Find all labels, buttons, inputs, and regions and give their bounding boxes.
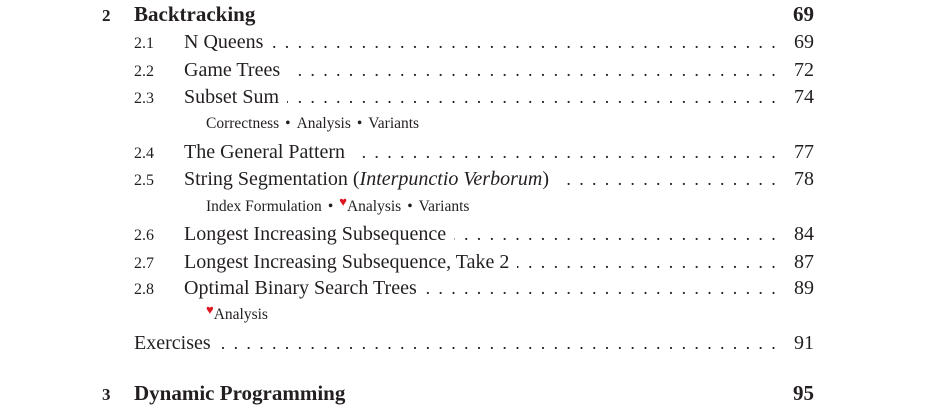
bullet-separator: • — [327, 198, 334, 215]
toc-entry-number: 3 — [102, 385, 111, 404]
toc-sub-row[interactable]: ♥Analysis — [206, 302, 814, 328]
dot-leader: ........................................… — [454, 224, 784, 244]
toc-page-number: 87 — [794, 251, 814, 273]
dot-leader: ........................................… — [271, 32, 784, 52]
heart-icon: ♥ — [206, 302, 214, 317]
toc-page-number: 72 — [794, 59, 814, 81]
toc-chapter-row[interactable]: 2 Backtracking 69 — [102, 1, 814, 27]
toc-subtopic-link[interactable]: Correctness — [206, 115, 280, 132]
toc-subtopics: Index Formulation • ♥Analysis • Variants — [206, 194, 469, 220]
toc-entry-title[interactable]: N Queens — [184, 31, 264, 53]
toc-entry-title[interactable]: Backtracking — [134, 2, 256, 26]
toc-section-row[interactable]: 2.4 The General Pattern..................… — [134, 139, 814, 165]
bullet-separator: • — [285, 115, 291, 132]
toc-subtopic-link[interactable]: Analysis — [346, 198, 402, 215]
dot-leader: ........................................… — [557, 169, 784, 189]
toc-page-number: 89 — [794, 277, 814, 299]
toc-subtopic-link[interactable]: Analysis — [213, 306, 268, 323]
dot-leader: ........................................… — [288, 60, 784, 80]
toc-subtopics: Correctness • Analysis • Variants — [206, 111, 419, 137]
toc-page-number: 91 — [794, 332, 814, 354]
toc-page-number: 95 — [793, 381, 814, 405]
toc-chapter-row[interactable]: 3 Dynamic Programming 95 — [102, 380, 814, 406]
bullet-separator: • — [407, 198, 413, 215]
toc-page-number: 69 — [793, 2, 814, 26]
heart-icon: ♥ — [339, 194, 347, 209]
toc-entry-number: 2 — [102, 6, 111, 25]
toc-entry-number: 2.7 — [134, 255, 154, 272]
toc-entry-title[interactable]: String Segmentation (Interpunctio Verbor… — [184, 168, 549, 190]
toc-section-row[interactable]: 2.5 String Segmentation (Interpunctio Ver… — [134, 166, 814, 192]
toc-entry-number: 2.4 — [134, 145, 154, 162]
toc-entry-title[interactable]: The General Pattern — [184, 141, 346, 163]
toc-exercises-row[interactable]: Exercises...............................… — [134, 330, 814, 356]
toc-page-number: 84 — [794, 223, 814, 245]
toc-entry-title[interactable]: Subset Sum — [184, 86, 280, 108]
toc-entry-title[interactable]: Longest Increasing Subsequence, Take 2 — [184, 251, 510, 273]
toc-entry-title-italic: Interpunctio Verborum — [359, 168, 543, 190]
toc-sub-row[interactable]: Index Formulation • ♥Analysis • Variants — [206, 194, 814, 220]
bullet-separator: • — [356, 115, 363, 132]
toc-subtopic-link[interactable]: Variants — [418, 198, 470, 215]
toc-page-number: 77 — [794, 141, 814, 163]
toc-entry-number: 2.8 — [134, 281, 154, 298]
toc-section-row[interactable]: 2.6 Longest Increasing Subsequence.......… — [134, 221, 814, 247]
toc-entry-title[interactable]: Exercises — [134, 332, 211, 354]
toc-subtopic-link[interactable]: Index Formulation — [206, 198, 322, 215]
toc-entry-number: 2.3 — [134, 90, 154, 107]
toc-entry-number: 2.1 — [134, 35, 154, 52]
toc-page-number: 74 — [794, 86, 814, 108]
dot-leader: ........................................… — [353, 142, 784, 162]
toc-sub-row[interactable]: Correctness • Analysis • Variants — [206, 111, 814, 137]
toc-section-row[interactable]: 2.7 Longest Increasing Subsequence, Take … — [134, 249, 814, 275]
toc-entry-title[interactable]: Game Trees — [184, 59, 281, 81]
toc-entry-title[interactable]: Dynamic Programming — [134, 381, 346, 405]
dot-leader: ........................................… — [287, 87, 784, 107]
toc-section-row[interactable]: 2.1 N Queens.............................… — [134, 29, 814, 55]
toc-subtopics: ♥Analysis — [206, 302, 268, 328]
toc-entry-number: 2.2 — [134, 63, 154, 80]
toc-section-row[interactable]: 2.8 Optimal Binary Search Trees..........… — [134, 275, 814, 301]
dot-leader: ........................................… — [425, 278, 784, 298]
toc-subtopic-link[interactable]: Variants — [368, 115, 420, 132]
toc-section-row[interactable]: 2.2 Game Trees...........................… — [134, 57, 814, 83]
dot-leader: ........................................… — [219, 333, 784, 353]
toc-section-row[interactable]: 2.3 Subset Sum...........................… — [134, 84, 814, 110]
toc-entry-number: 2.5 — [134, 172, 154, 189]
toc-page-number: 69 — [794, 31, 814, 53]
toc-entry-title[interactable]: Optimal Binary Search Trees — [184, 277, 417, 299]
toc-subtopic-link[interactable]: Analysis — [296, 115, 351, 132]
toc-page-number: 78 — [794, 168, 814, 190]
dot-leader: ........................................… — [517, 252, 784, 272]
toc-entry-number: 2.6 — [134, 227, 154, 244]
toc-entry-title[interactable]: Longest Increasing Subsequence — [184, 223, 447, 245]
